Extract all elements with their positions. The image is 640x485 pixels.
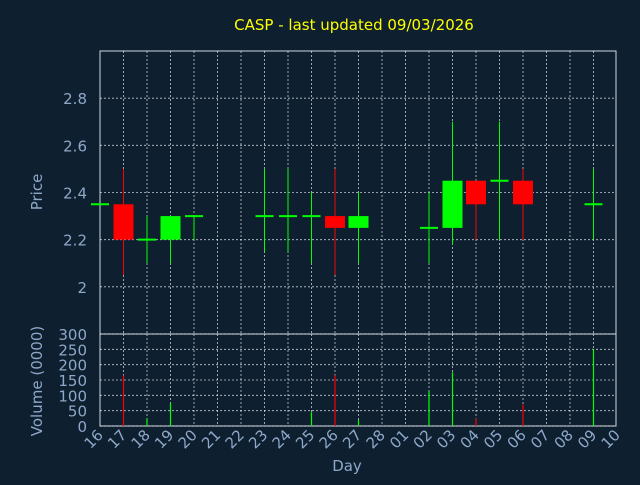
x-tick-label: 01 — [386, 426, 412, 452]
x-tick-label: 20 — [175, 426, 201, 452]
x-axis-label: Day — [332, 457, 362, 475]
x-tick-label: 27 — [339, 426, 365, 452]
x-tick-label: 09 — [574, 426, 600, 452]
price-tick-label: 2.8 — [63, 90, 87, 108]
candle — [325, 168, 345, 276]
price-panel: 2 2.2 2.4 2.6 2.8 — [63, 50, 617, 335]
chart-title: CASP - last updated 09/03/2026 — [234, 16, 474, 34]
candle — [584, 168, 603, 240]
candle — [466, 180, 486, 240]
candle-body — [442, 180, 463, 228]
candle-body — [113, 204, 134, 240]
x-tick-label: 03 — [433, 426, 459, 452]
candle — [255, 168, 274, 252]
price-tick-label: 2.6 — [63, 137, 87, 155]
x-tick-label: 02 — [410, 426, 436, 452]
candle — [113, 168, 134, 276]
candle — [348, 192, 369, 264]
x-tick-labels: 1617181920212223242526272801020304050607… — [81, 426, 624, 452]
candle — [490, 121, 509, 240]
x-tick-label: 10 — [598, 426, 624, 452]
volume-tick-label: 150 — [58, 372, 87, 390]
x-tick-label: 23 — [245, 426, 271, 452]
volume-tick-label: 50 — [68, 403, 87, 421]
price-tick-label: 2.2 — [63, 232, 87, 250]
x-tick-label: 24 — [269, 426, 295, 452]
candle — [160, 216, 181, 264]
candle — [513, 168, 533, 240]
x-tick-label: 25 — [292, 426, 318, 452]
candle-body — [325, 216, 345, 228]
volume-tick-label: 200 — [58, 357, 87, 375]
x-tick-label: 05 — [480, 426, 506, 452]
price-tick-label: 2.4 — [63, 185, 87, 203]
x-tick-label: 07 — [527, 426, 553, 452]
volume-tick-label: 300 — [58, 326, 87, 344]
candle — [420, 192, 438, 264]
x-tick-label: 17 — [104, 426, 130, 452]
x-tick-label: 08 — [551, 426, 577, 452]
candle — [185, 215, 203, 240]
candle-body — [160, 216, 181, 240]
x-tick-label: 04 — [457, 426, 483, 452]
x-tick-label: 26 — [316, 426, 342, 452]
candle-body — [348, 216, 369, 228]
candle — [138, 216, 156, 264]
x-tick-label: 18 — [128, 426, 154, 452]
candle-body — [513, 180, 533, 205]
x-tick-label: 22 — [222, 426, 248, 452]
price-axis-label: Price — [28, 174, 46, 211]
volume-tick-label: 0 — [77, 418, 87, 436]
candle — [302, 192, 321, 264]
price-tick-label: 2 — [77, 279, 87, 297]
volume-axis-label: Volume (0000) — [28, 326, 46, 436]
x-tick-label: 28 — [363, 426, 389, 452]
volume-tick-label: 250 — [58, 341, 87, 359]
candle — [279, 168, 297, 252]
x-tick-label: 21 — [198, 426, 224, 452]
candle — [442, 121, 463, 245]
x-tick-label: 06 — [504, 426, 530, 452]
candle-body — [466, 180, 486, 205]
x-tick-label: 19 — [151, 426, 177, 452]
volume-tick-label: 100 — [58, 387, 87, 405]
